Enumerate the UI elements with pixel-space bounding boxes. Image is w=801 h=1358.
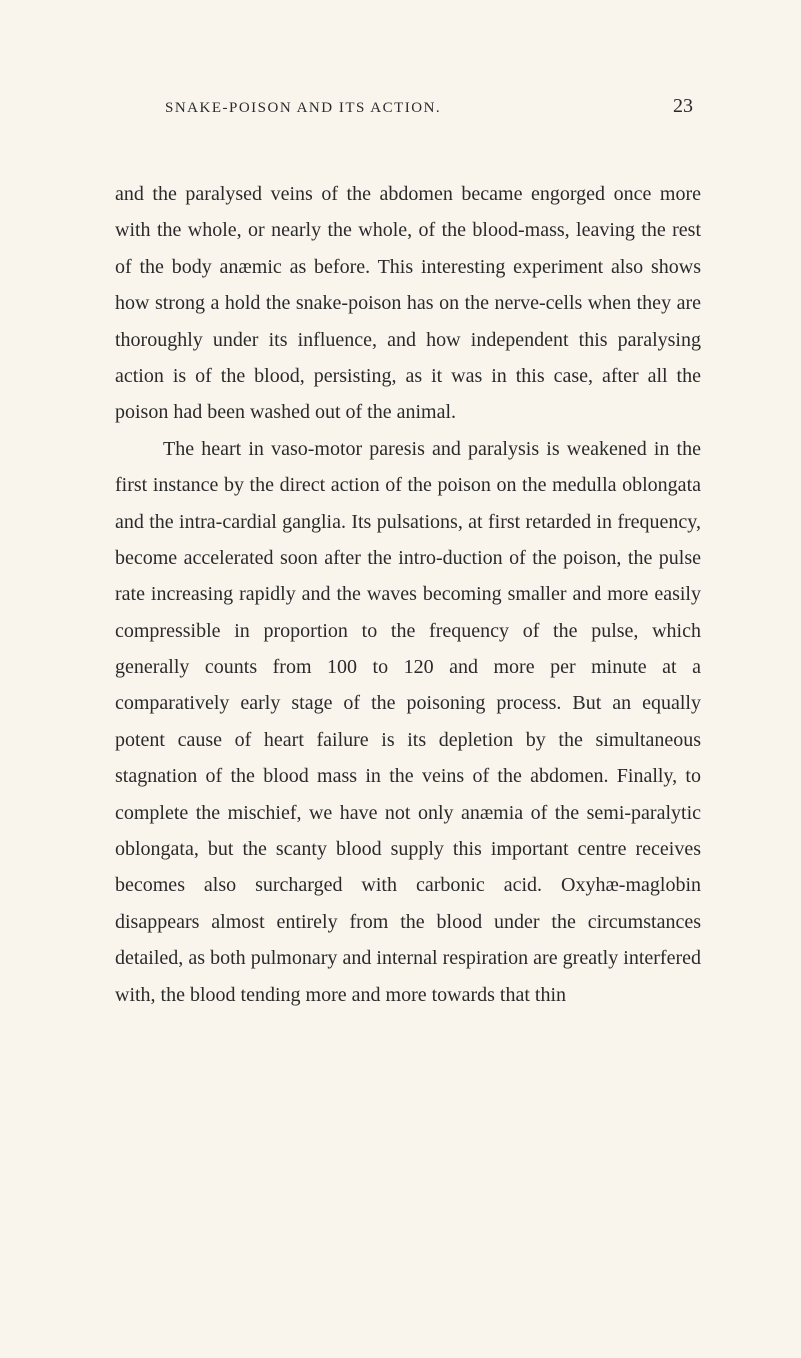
paragraph-1: and the paralysed veins of the abdomen b… <box>115 176 701 431</box>
paragraph-2: The heart in vaso-motor paresis and para… <box>115 431 701 1013</box>
page-number: 23 <box>673 95 693 118</box>
header-title: SNAKE-POISON AND ITS ACTION. <box>165 100 441 117</box>
body-text: and the paralysed veins of the abdomen b… <box>115 176 701 1013</box>
page-header: SNAKE-POISON AND ITS ACTION. 23 <box>115 95 701 118</box>
